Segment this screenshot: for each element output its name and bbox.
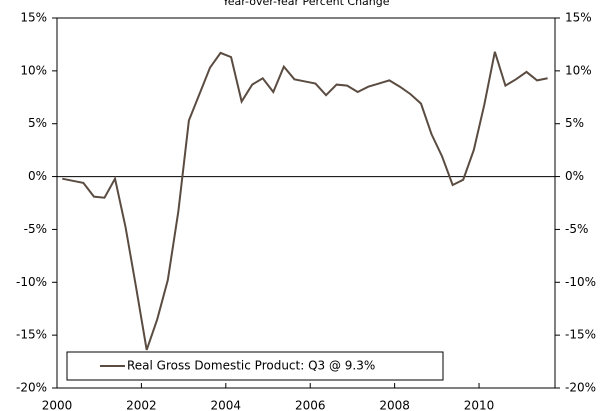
x-tick-label: 2000 [42,399,73,411]
legend-label: Real Gross Domestic Product: Q3 @ 9.3% [127,359,375,373]
chart-title: Year-over-Year Percent Change [221,0,389,8]
y2-tick-label: -15% [565,328,596,342]
y-tick-label: -5% [24,222,47,236]
y2-tick-label: -5% [565,222,588,236]
y-tick-label: -20% [16,381,47,395]
y-tick-label: 10% [20,63,47,77]
y-tick-label: 5% [28,116,47,130]
y-tick-label: 15% [20,11,47,25]
legend-box [66,351,444,381]
x-tick-label: 2010 [464,399,495,411]
line [62,51,548,351]
y2-tick-label: 5% [565,116,584,130]
y2-tick-label: -20% [565,381,596,395]
plot-frame [56,17,556,389]
y2-tick-label: 15% [565,11,592,25]
x-tick-label: 2008 [379,399,410,411]
y-tick-label: -10% [16,275,47,289]
y2-tick-label: -10% [565,275,596,289]
y-tick-label: 0% [28,169,47,183]
x-tick-label: 2004 [211,399,242,411]
y2-tick-label: 10% [565,63,592,77]
x-tick-label: 2006 [295,399,326,411]
y2-tick-label: 0% [565,169,584,183]
x-tick-label: 2002 [126,399,157,411]
y-tick-label: -15% [16,328,47,342]
